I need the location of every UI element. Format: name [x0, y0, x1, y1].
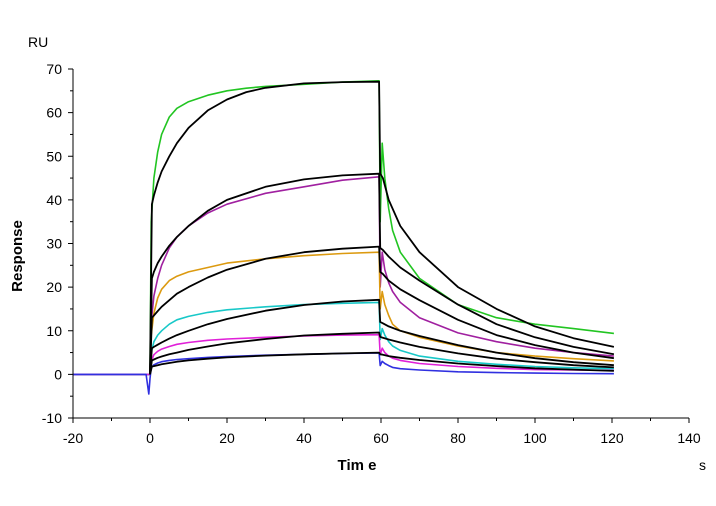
x-tick-label: 140: [677, 430, 701, 446]
y-tick-label: 20: [46, 279, 62, 295]
fit-curve-10: [149, 331, 614, 375]
y-tick-label: 0: [54, 366, 62, 382]
x-tick-label: -20: [63, 430, 83, 446]
ticks: -20 0 20 40 60 80 100 120 140 -10 0 10 20 30 40 50 60 70: [42, 61, 701, 446]
y-tick-label: 10: [46, 323, 62, 339]
sensorgram-curve-2: [73, 251, 614, 376]
fit-curve-8: [149, 245, 615, 375]
sensorgram-curve-0: [73, 80, 614, 376]
x-tick-label: 60: [373, 430, 389, 446]
sensorgram-curve-1: [73, 176, 614, 376]
x-tick-label: 120: [600, 430, 624, 446]
x-tick-label: 80: [450, 430, 466, 446]
x-tick-label: 0: [146, 430, 154, 446]
y-tick-label: 40: [46, 192, 62, 208]
x-unit-label: s: [699, 457, 706, 473]
y-tick-label: 70: [46, 61, 62, 77]
y-tick-label: 30: [46, 236, 62, 252]
y-tick-label: 50: [46, 148, 62, 164]
y-unit-label: RU: [28, 34, 48, 50]
fit-curve-6: [149, 80, 615, 375]
y-tick-label: -10: [42, 410, 62, 426]
x-tick-label: 40: [296, 430, 312, 446]
x-axis-title: Tim e: [338, 457, 377, 474]
y-tick-label: 60: [46, 105, 62, 121]
fit-curve-7: [149, 172, 615, 375]
x-tick-label: 20: [219, 430, 235, 446]
series-lines: [73, 80, 615, 395]
y-axis-title: Response: [9, 220, 26, 292]
x-tick-label: 100: [523, 430, 547, 446]
fit-curve-11: [149, 351, 614, 375]
fit-curve-9: [149, 298, 614, 375]
